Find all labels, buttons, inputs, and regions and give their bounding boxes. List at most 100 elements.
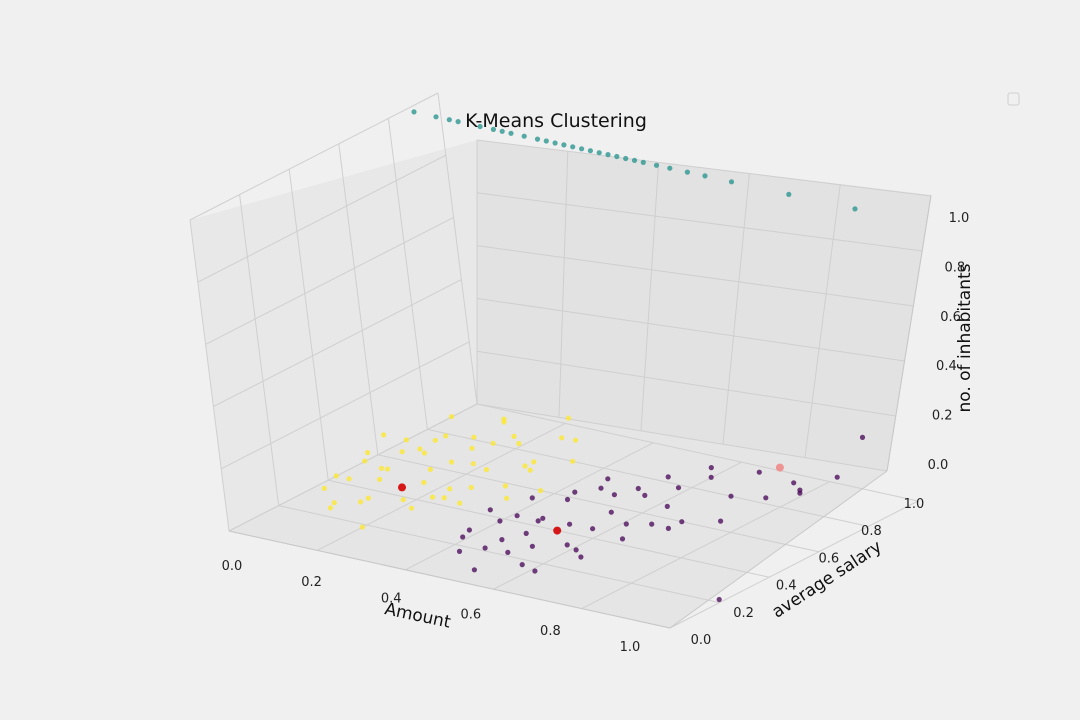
data-point bbox=[443, 433, 449, 439]
x-tick-label: 0.0 bbox=[222, 559, 243, 574]
data-point bbox=[365, 450, 371, 456]
data-point bbox=[579, 146, 585, 152]
data-point bbox=[598, 485, 604, 491]
grid-bottom-x-5 bbox=[669, 500, 919, 629]
data-point bbox=[427, 466, 433, 472]
data-point bbox=[365, 495, 371, 501]
grid-bottom-y-3 bbox=[377, 454, 819, 553]
centroid-points bbox=[398, 463, 784, 535]
data-point bbox=[331, 500, 337, 506]
pane-back bbox=[477, 140, 931, 471]
data-point bbox=[501, 416, 507, 422]
y-tick-label: 1.0 bbox=[904, 497, 925, 512]
data-point bbox=[487, 507, 493, 513]
grid-left-vertical-1 bbox=[239, 194, 280, 506]
data-point bbox=[497, 518, 503, 524]
data-point bbox=[346, 476, 352, 482]
y-tick-label: 0.6 bbox=[818, 551, 839, 566]
data-point bbox=[430, 494, 436, 500]
grid-left-vertical-2 bbox=[288, 169, 329, 481]
data-point bbox=[665, 474, 671, 480]
data-point bbox=[499, 537, 505, 543]
data-point bbox=[572, 489, 578, 495]
data-point bbox=[797, 490, 803, 496]
z-tick-label: 0.8 bbox=[944, 260, 965, 275]
grid-back-horizontal-3 bbox=[476, 245, 914, 307]
data-point bbox=[321, 485, 327, 491]
data-point bbox=[596, 150, 602, 156]
data-point bbox=[614, 153, 620, 160]
grid-left-horizontal-1 bbox=[220, 341, 470, 470]
x-tick-label: 0.4 bbox=[381, 591, 402, 606]
z-tick-label: 0.2 bbox=[932, 409, 953, 424]
data-point bbox=[708, 474, 714, 480]
data-point bbox=[477, 123, 483, 130]
data-point bbox=[469, 445, 475, 451]
data-point bbox=[623, 521, 629, 527]
grid-back-horizontal-4 bbox=[476, 192, 923, 252]
data-point bbox=[532, 568, 538, 574]
data-point bbox=[679, 519, 685, 525]
data-point bbox=[649, 521, 655, 527]
data-point bbox=[483, 467, 490, 473]
grid-back-vertical-4 bbox=[804, 184, 841, 458]
grid-back-horizontal-0 bbox=[476, 403, 888, 472]
data-point bbox=[468, 484, 474, 491]
z-tick-label: 0.4 bbox=[936, 359, 957, 374]
data-point bbox=[466, 527, 472, 533]
grid-left-vertical-3 bbox=[338, 143, 379, 455]
z-axis-line bbox=[886, 194, 932, 472]
data-point bbox=[377, 476, 383, 482]
data-point bbox=[448, 414, 455, 420]
data-point bbox=[852, 206, 858, 212]
data-point bbox=[403, 437, 409, 443]
data-point bbox=[384, 466, 391, 472]
data-point bbox=[564, 496, 571, 503]
axes bbox=[228, 194, 932, 629]
data-point bbox=[786, 191, 792, 197]
data-point bbox=[642, 492, 648, 498]
y-tick-label: 0.2 bbox=[733, 606, 754, 621]
z-tick-label: 1.0 bbox=[949, 211, 970, 226]
data-point bbox=[640, 159, 646, 165]
data-point bbox=[605, 476, 611, 482]
data-point bbox=[457, 500, 463, 506]
data-point bbox=[504, 495, 510, 501]
data-point bbox=[559, 435, 565, 441]
data-point bbox=[449, 459, 455, 465]
data-point bbox=[523, 530, 529, 537]
data-point bbox=[455, 119, 461, 125]
data-point bbox=[529, 543, 536, 549]
data-point bbox=[728, 179, 735, 185]
grid-back-horizontal-5 bbox=[476, 139, 932, 197]
grid-bottom-y-5 bbox=[476, 403, 919, 502]
data-point bbox=[635, 485, 641, 492]
grid-bottom-x-2 bbox=[405, 442, 654, 571]
data-point bbox=[623, 155, 629, 162]
data-point bbox=[608, 509, 614, 515]
data-point bbox=[490, 126, 496, 132]
data-point bbox=[572, 437, 579, 443]
centroid-point bbox=[398, 483, 406, 492]
data-point bbox=[531, 459, 537, 465]
data-point bbox=[540, 515, 546, 521]
data-point bbox=[570, 144, 576, 150]
grid-back-vertical-3 bbox=[722, 173, 750, 445]
grid-left-horizontal-3 bbox=[205, 216, 454, 345]
data-point bbox=[411, 109, 417, 115]
tick-labels: 0.0 0.2 0.4 0.6 0.8 1.0 0.0 0.2 0.4 0.6 0.8 1.0 0.0 0… bbox=[222, 211, 970, 655]
data-point bbox=[728, 493, 734, 499]
grid-left-vertical-0 bbox=[189, 219, 230, 532]
data-point bbox=[490, 440, 496, 446]
data-point bbox=[543, 138, 549, 144]
data-point bbox=[535, 518, 541, 524]
data-point bbox=[499, 128, 505, 134]
grid-bottom-y-1 bbox=[278, 505, 720, 604]
x-tick-label: 0.6 bbox=[460, 608, 481, 623]
data-point bbox=[587, 148, 594, 154]
data-point bbox=[756, 469, 762, 475]
data-point bbox=[565, 415, 572, 421]
data-point bbox=[611, 492, 618, 498]
data-point bbox=[578, 554, 584, 560]
